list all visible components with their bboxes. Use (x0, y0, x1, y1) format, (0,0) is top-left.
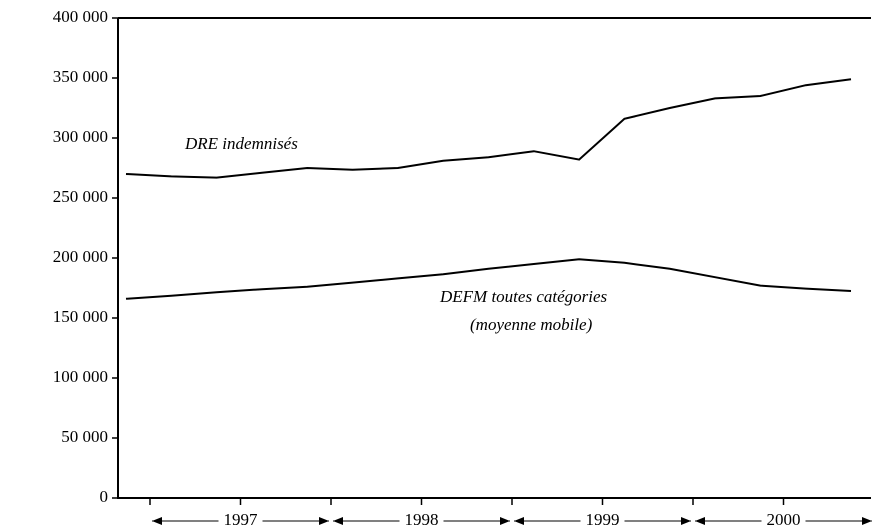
axis (117, 17, 871, 499)
x-group-label: 1997 (224, 510, 259, 529)
arrow-head (319, 517, 329, 525)
x-group-label: 1998 (405, 510, 439, 529)
y-tick-label: 300 000 (53, 127, 108, 146)
arrow-head (500, 517, 510, 525)
y-tick-label: 100 000 (53, 367, 108, 386)
y-tick-label: 350 000 (53, 67, 108, 86)
series-line (125, 258, 852, 300)
x-group-label: 2000 (767, 510, 801, 529)
y-tick-label: 50 000 (61, 427, 108, 446)
x-group-label: 1999 (586, 510, 620, 529)
series-line (125, 78, 852, 179)
arrow-head (681, 517, 691, 525)
y-tick-label: 400 000 (53, 7, 108, 26)
y-tick-label: 250 000 (53, 187, 108, 206)
arrow-head (152, 517, 162, 525)
arrow-head (333, 517, 343, 525)
arrow-head (695, 517, 705, 525)
y-tick-label: 0 (100, 487, 109, 506)
y-tick-label: 150 000 (53, 307, 108, 326)
annotation: DEFM toutes catégories (439, 287, 608, 306)
arrow-head (862, 517, 872, 525)
annotation: (moyenne mobile) (470, 315, 593, 334)
annotation: DRE indemnisés (184, 134, 298, 153)
y-tick-label: 200 000 (53, 247, 108, 266)
arrow-head (514, 517, 524, 525)
